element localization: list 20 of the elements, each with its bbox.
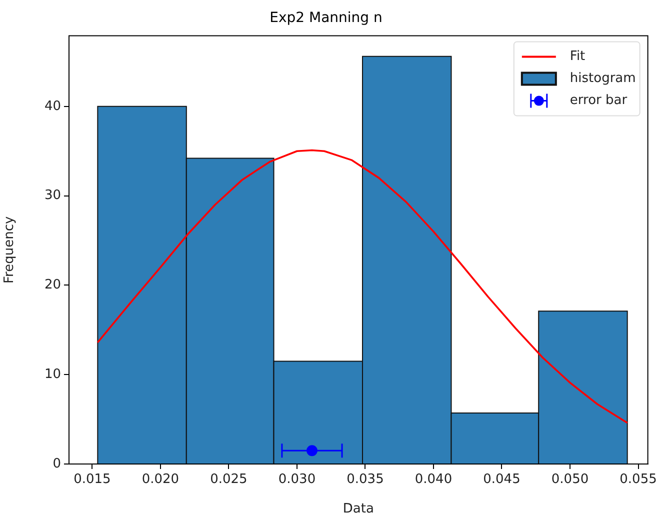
x-tick-label: 0.020	[142, 472, 180, 488]
x-tick-label: 0.045	[483, 472, 520, 488]
x-tick-label: 0.035	[346, 472, 384, 488]
legend-label: histogram	[570, 71, 636, 86]
x-tick-label: 0.055	[620, 472, 657, 488]
y-tick-label: 30	[44, 188, 61, 204]
y-tick-label: 40	[44, 98, 61, 114]
x-tick-label: 0.015	[74, 472, 111, 488]
x-tick-label: 0.030	[278, 472, 316, 488]
x-axis-title: Data	[342, 502, 374, 517]
y-tick-label: 0	[52, 456, 61, 472]
x-tick-label: 0.050	[551, 472, 589, 488]
legend-label: error bar	[570, 93, 628, 108]
y-tick-label: 20	[44, 278, 61, 293]
chart-title: Exp2 Manning n	[270, 10, 382, 26]
legend-label: Fit	[570, 49, 586, 64]
x-tick-label: 0.025	[210, 472, 248, 488]
y-axis-title: Frequency	[2, 216, 18, 284]
y-tick-label: 10	[44, 366, 61, 382]
x-tick-label: 0.040	[414, 472, 452, 488]
